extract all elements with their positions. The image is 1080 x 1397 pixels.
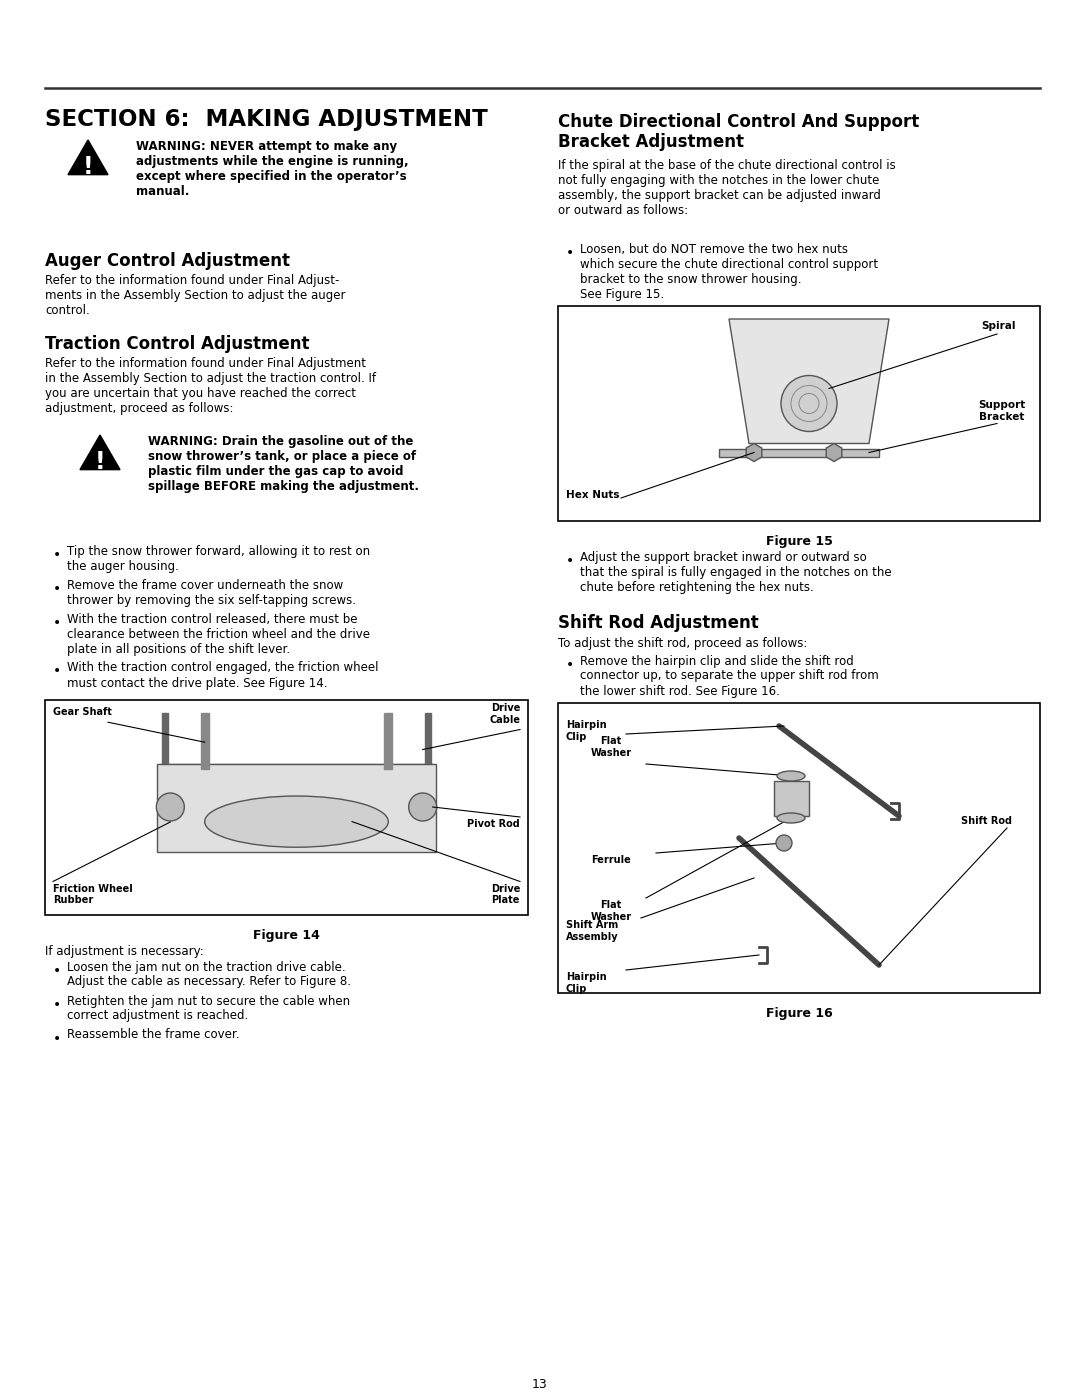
Polygon shape bbox=[729, 319, 889, 443]
Text: Auger Control Adjustment: Auger Control Adjustment bbox=[45, 251, 291, 270]
Text: Loosen, but do NOT remove the two hex nuts
which secure the chute directional co: Loosen, but do NOT remove the two hex nu… bbox=[580, 243, 878, 300]
Text: If adjustment is necessary:: If adjustment is necessary: bbox=[45, 944, 204, 957]
Text: Pivot Rod: Pivot Rod bbox=[468, 819, 519, 828]
Bar bbox=[558, 703, 1040, 993]
Bar bbox=[158, 764, 435, 852]
Ellipse shape bbox=[777, 813, 805, 823]
Text: Traction Control Adjustment: Traction Control Adjustment bbox=[45, 335, 310, 353]
Text: Shift Rod: Shift Rod bbox=[961, 816, 1012, 826]
Text: •: • bbox=[53, 583, 62, 597]
Text: Bracket Adjustment: Bracket Adjustment bbox=[558, 133, 744, 151]
Text: Loosen the jam nut on the traction drive cable.
Adjust the cable as necessary. R: Loosen the jam nut on the traction drive… bbox=[67, 961, 351, 989]
Text: Figure 14: Figure 14 bbox=[253, 929, 320, 942]
Text: Remove the frame cover underneath the snow
thrower by removing the six self-tapp: Remove the frame cover underneath the sn… bbox=[67, 578, 356, 608]
Bar bbox=[719, 448, 879, 457]
Ellipse shape bbox=[205, 796, 389, 847]
Text: 13: 13 bbox=[532, 1377, 548, 1391]
Text: Shift Arm
Assembly: Shift Arm Assembly bbox=[566, 921, 619, 942]
Text: Figure 16: Figure 16 bbox=[766, 1007, 833, 1020]
Text: •: • bbox=[566, 555, 575, 569]
Text: •: • bbox=[53, 997, 62, 1011]
Bar bbox=[45, 700, 528, 915]
Text: Shift Rod Adjustment: Shift Rod Adjustment bbox=[558, 615, 759, 633]
Bar bbox=[384, 712, 392, 768]
Polygon shape bbox=[68, 140, 108, 175]
Text: •: • bbox=[566, 246, 575, 260]
Text: Ferrule: Ferrule bbox=[591, 855, 631, 865]
Text: Figure 15: Figure 15 bbox=[766, 535, 833, 548]
Text: !: ! bbox=[83, 155, 93, 179]
Text: Drive
Plate: Drive Plate bbox=[490, 883, 519, 905]
Bar bbox=[424, 712, 431, 771]
Text: •: • bbox=[53, 1031, 62, 1045]
Bar bbox=[774, 781, 809, 816]
Bar bbox=[558, 306, 1040, 521]
Text: Flat
Washer: Flat Washer bbox=[591, 736, 632, 759]
Text: To adjust the shift rod, proceed as follows:: To adjust the shift rod, proceed as foll… bbox=[558, 637, 808, 650]
Text: Tip the snow thrower forward, allowing it to rest on
the auger housing.: Tip the snow thrower forward, allowing i… bbox=[67, 545, 370, 573]
Text: SECTION 6:  MAKING ADJUSTMENT: SECTION 6: MAKING ADJUSTMENT bbox=[45, 108, 488, 131]
Text: Flat
Washer: Flat Washer bbox=[591, 900, 632, 922]
Text: Gear Shaft: Gear Shaft bbox=[53, 707, 112, 717]
Text: WARNING: NEVER attempt to make any
adjustments while the engine is running,
exce: WARNING: NEVER attempt to make any adjus… bbox=[136, 140, 408, 198]
Text: Drive
Cable: Drive Cable bbox=[489, 703, 519, 725]
Text: Refer to the information found under Final Adjustment
in the Assembly Section to: Refer to the information found under Fin… bbox=[45, 358, 376, 415]
Text: Hex Nuts: Hex Nuts bbox=[566, 490, 620, 500]
Text: Hairpin
Clip: Hairpin Clip bbox=[566, 721, 607, 742]
Text: •: • bbox=[53, 964, 62, 978]
Text: •: • bbox=[566, 658, 575, 672]
Circle shape bbox=[777, 835, 792, 851]
Polygon shape bbox=[80, 434, 120, 469]
Circle shape bbox=[157, 793, 185, 821]
Text: If the spiral at the base of the chute directional control is
not fully engaging: If the spiral at the base of the chute d… bbox=[558, 159, 895, 217]
Text: Refer to the information found under Final Adjust-
ments in the Assembly Section: Refer to the information found under Fin… bbox=[45, 274, 346, 317]
Text: !: ! bbox=[95, 450, 106, 474]
Text: •: • bbox=[53, 548, 62, 562]
Text: With the traction control engaged, the friction wheel
must contact the drive pla: With the traction control engaged, the f… bbox=[67, 662, 378, 690]
Text: Hairpin
Clip: Hairpin Clip bbox=[566, 972, 607, 993]
Text: Friction Wheel
Rubber: Friction Wheel Rubber bbox=[53, 883, 133, 905]
Bar bbox=[160, 764, 433, 770]
Text: •: • bbox=[53, 616, 62, 630]
Text: Remove the hairpin clip and slide the shift rod
connector up, to separate the up: Remove the hairpin clip and slide the sh… bbox=[580, 655, 879, 697]
Ellipse shape bbox=[777, 771, 805, 781]
Bar bbox=[201, 712, 208, 768]
Text: Retighten the jam nut to secure the cable when
correct adjustment is reached.: Retighten the jam nut to secure the cabl… bbox=[67, 995, 350, 1023]
Text: Chute Directional Control And Support: Chute Directional Control And Support bbox=[558, 113, 919, 131]
Text: Support
Bracket: Support Bracket bbox=[978, 400, 1026, 422]
Text: •: • bbox=[53, 665, 62, 679]
Text: WARNING: Drain the gasoline out of the
snow thrower’s tank, or place a piece of
: WARNING: Drain the gasoline out of the s… bbox=[148, 434, 419, 493]
Circle shape bbox=[781, 376, 837, 432]
Text: With the traction control released, there must be
clearance between the friction: With the traction control released, ther… bbox=[67, 613, 370, 657]
Text: Reassemble the frame cover.: Reassemble the frame cover. bbox=[67, 1028, 240, 1042]
Bar bbox=[162, 712, 168, 771]
Circle shape bbox=[408, 793, 436, 821]
Text: Adjust the support bracket inward or outward so
that the spiral is fully engaged: Adjust the support bracket inward or out… bbox=[580, 550, 892, 594]
Text: Spiral: Spiral bbox=[982, 321, 1016, 331]
